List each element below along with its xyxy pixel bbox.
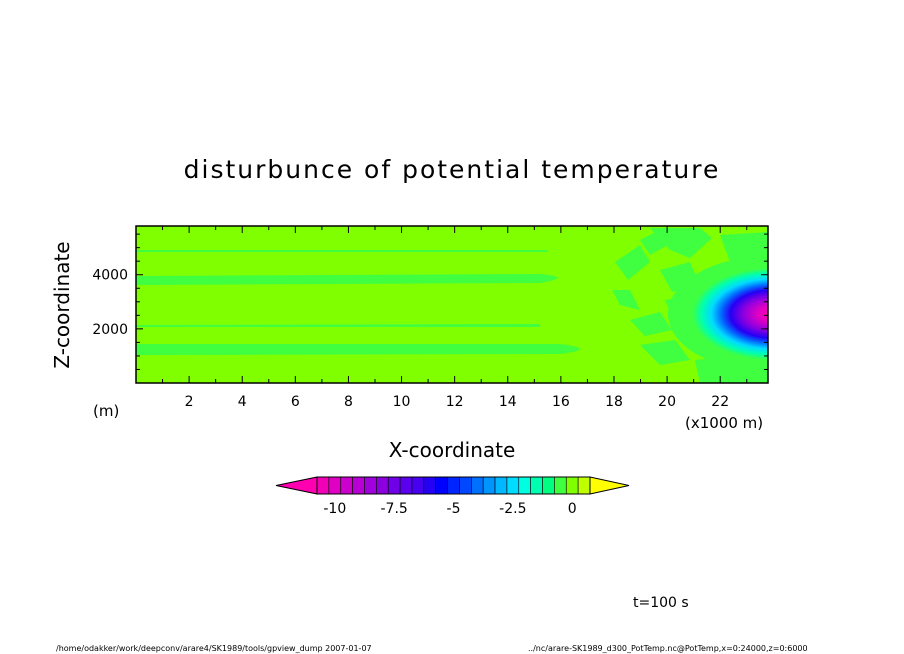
- contour-patch: [630, 312, 672, 336]
- footer-right: ../nc/arare-SK1989_d300_PotTemp.nc@PotTe…: [528, 644, 808, 653]
- colorbar-tick-label: -5: [447, 501, 461, 517]
- colorbar-swatch: [328, 476, 342, 495]
- colorbar-swatch: [577, 476, 591, 495]
- footer-left: /home/odakker/work/deepconv/arare4/SK198…: [56, 644, 372, 653]
- x-axis-unit: (x1000 m): [685, 414, 764, 432]
- contour-patch: [612, 290, 640, 310]
- colorbar-frame: [316, 476, 591, 495]
- colorbar-extend-high: [589, 476, 630, 495]
- colorbar-swatch: [387, 476, 401, 495]
- colorbar-swatch: [399, 476, 413, 495]
- y-axis-label: Z-coordinate: [50, 241, 74, 369]
- contour-patch: [650, 228, 712, 258]
- colorbar-swatch: [423, 476, 436, 495]
- colorbar-swatch: [494, 476, 508, 495]
- time-label: t=100 s: [633, 595, 689, 611]
- y-axis: 2000 4000: [92, 233, 768, 370]
- colorbar-swatch: [554, 476, 567, 495]
- contour-band: [136, 274, 558, 285]
- colorbar-swatch: [530, 476, 543, 495]
- colorbar-swatch: [471, 476, 484, 495]
- x-tick-label: 8: [344, 394, 353, 410]
- x-tick-label: 14: [499, 394, 517, 410]
- colorbar-tick-label: -10: [323, 501, 346, 517]
- colorbar-swatch: [411, 476, 425, 495]
- colorbar-extend-low: [275, 476, 318, 495]
- x-tick-label: 2: [185, 394, 194, 410]
- x-tick-label: 4: [238, 394, 247, 410]
- colorbar-tick-label: -7.5: [380, 501, 407, 517]
- y-axis-unit: (m): [93, 402, 120, 420]
- colorbar-swatch: [352, 476, 365, 495]
- contour-band: [136, 324, 540, 327]
- plot-frame: [135, 225, 769, 384]
- colorbar-swatch: [435, 476, 448, 495]
- colorbar-swatch: [459, 476, 472, 495]
- x-axis-label: X-coordinate: [388, 438, 516, 462]
- y-tick-label: 4000: [92, 268, 128, 284]
- x-tick-label: 22: [711, 394, 729, 410]
- colorbar-swatch: [316, 476, 330, 495]
- colorbar-tick-label: 0: [568, 501, 577, 517]
- contour-field: [136, 226, 768, 383]
- colorbar-swatch: [565, 476, 579, 495]
- contour-band: [136, 250, 548, 252]
- colorbar-swatch: [364, 476, 377, 495]
- contour-patch: [615, 245, 650, 280]
- x-axis: 2 4 6 8 10 12 14 16 18 20 22: [162, 226, 748, 410]
- y-tick-label: 2000: [92, 322, 128, 338]
- x-tick-label: 18: [605, 394, 623, 410]
- colorbar-swatch: [447, 476, 460, 495]
- contour-patch: [640, 340, 690, 365]
- colorbar: -10 -7.5 -5 -2.5 0: [275, 476, 630, 517]
- chart-title: disturbunce of potential temperature: [183, 155, 721, 184]
- colorbar-swatch: [506, 476, 520, 495]
- contour-band: [136, 344, 580, 355]
- x-tick-label: 10: [393, 394, 411, 410]
- x-tick-label: 6: [291, 394, 300, 410]
- x-tick-label: 20: [658, 394, 676, 410]
- colorbar-swatch: [518, 476, 531, 495]
- colorbar-tick-label: -2.5: [499, 501, 526, 517]
- cold-pool-core: [692, 268, 768, 360]
- colorbar-swatch: [340, 476, 353, 495]
- colorbar-swatch: [542, 476, 555, 495]
- colorbar-swatch: [376, 476, 389, 495]
- colorbar-swatch: [482, 476, 496, 495]
- x-tick-label: 12: [446, 394, 464, 410]
- x-tick-label: 16: [552, 394, 570, 410]
